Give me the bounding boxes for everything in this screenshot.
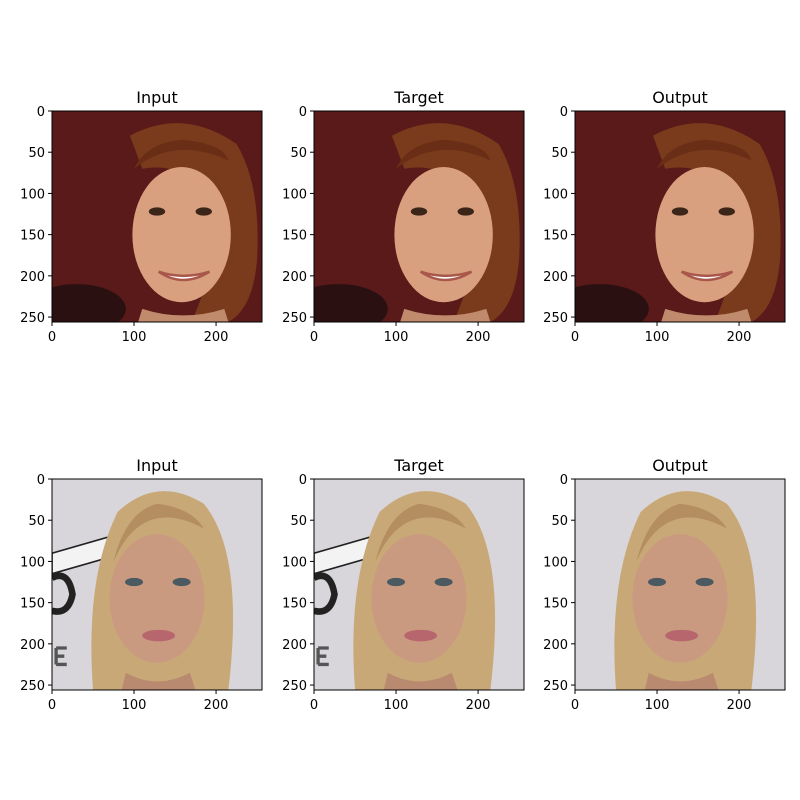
left-eye: [411, 207, 427, 215]
y-tick-label: 250: [543, 679, 568, 694]
x-tick-label: 0: [48, 330, 56, 345]
x-tick-label: 100: [384, 330, 409, 345]
y-tick-label: 200: [20, 270, 45, 285]
y-tick-label: 50: [28, 514, 45, 529]
x-tick-label: 200: [204, 698, 229, 713]
panel-1-1: Input 0 100 200 0 50 100 150 200 250: [20, 88, 262, 345]
y-tick-label: 50: [290, 146, 307, 161]
x-tick-label: 200: [466, 330, 491, 345]
y-tick-label: 50: [28, 146, 45, 161]
lips: [665, 630, 698, 642]
panel-title: Output: [652, 88, 708, 107]
y-tick-label: 250: [282, 679, 307, 694]
panel-2-2: Target 0 100 200 0 50 100 150 200 250: [282, 456, 524, 713]
y-tick-label: 0: [299, 105, 307, 120]
y-tick-label: 100: [543, 187, 568, 202]
y-tick-label: 100: [282, 555, 307, 570]
right-eye: [173, 578, 191, 586]
right-eye: [196, 207, 212, 215]
y-tick-label: 150: [20, 229, 45, 244]
left-eye: [648, 578, 666, 586]
y-tick-label: 0: [560, 105, 568, 120]
panel-title: Output: [652, 456, 708, 475]
y-tick-label: 50: [290, 514, 307, 529]
x-tick-label: 0: [310, 698, 318, 713]
lips: [404, 630, 437, 642]
face: [632, 534, 727, 663]
y-tick-label: 100: [20, 187, 45, 202]
right-eye: [458, 207, 474, 215]
panel-image: [575, 479, 785, 690]
x-tick-label: 200: [204, 330, 229, 345]
panel-2-3: Output 0 100 200 0 50 100 150 200 250: [543, 456, 785, 713]
face: [132, 167, 230, 302]
x-tick-label: 100: [122, 330, 147, 345]
y-tick-label: 100: [543, 555, 568, 570]
face: [655, 167, 753, 302]
y-tick-label: 250: [543, 311, 568, 326]
lips: [142, 630, 175, 642]
y-tick-label: 250: [20, 311, 45, 326]
panel-title: Input: [136, 88, 177, 107]
face: [394, 167, 492, 302]
y-tick-label: 150: [20, 597, 45, 612]
x-tick-label: 0: [571, 698, 579, 713]
panel-image: [52, 479, 262, 690]
y-tick-label: 200: [282, 638, 307, 653]
panel-image: [27, 111, 262, 334]
y-tick-label: 250: [20, 679, 45, 694]
y-tick-label: 150: [543, 229, 568, 244]
x-tick-label: 0: [48, 698, 56, 713]
face: [109, 534, 204, 663]
y-tick-label: 200: [282, 270, 307, 285]
x-tick-label: 100: [122, 698, 147, 713]
y-tick-label: 50: [551, 514, 568, 529]
left-eye: [125, 578, 143, 586]
y-tick-label: 50: [551, 146, 568, 161]
panel-title: Target: [393, 456, 444, 475]
panel-image: [289, 111, 524, 334]
y-tick-label: 100: [20, 555, 45, 570]
x-tick-label: 200: [466, 698, 491, 713]
image-dark-corner: [27, 284, 125, 333]
left-eye: [387, 578, 405, 586]
y-tick-label: 250: [282, 311, 307, 326]
x-tick-label: 100: [645, 698, 670, 713]
x-tick-label: 0: [571, 330, 579, 345]
y-tick-label: 150: [543, 597, 568, 612]
right-eye: [696, 578, 714, 586]
y-tick-label: 0: [299, 473, 307, 488]
y-tick-label: 100: [282, 187, 307, 202]
panel-image: [550, 111, 785, 334]
image-dark-corner: [550, 284, 648, 333]
y-tick-label: 150: [282, 229, 307, 244]
left-eye: [149, 207, 165, 215]
x-tick-label: 0: [310, 330, 318, 345]
y-tick-label: 0: [560, 473, 568, 488]
left-eye: [672, 207, 688, 215]
x-tick-label: 200: [727, 698, 752, 713]
panel-1-2: Target 0 100 200 0 50 100 150 200 250: [282, 88, 524, 345]
panel-title: Target: [393, 88, 444, 107]
y-tick-label: 150: [282, 597, 307, 612]
panel-2-1: Input 0 100 200 0 50 100 150 200 250: [20, 456, 262, 713]
right-eye: [435, 578, 453, 586]
y-tick-label: 200: [20, 638, 45, 653]
y-tick-label: 200: [543, 270, 568, 285]
y-tick-label: 200: [543, 638, 568, 653]
panel-title: Input: [136, 456, 177, 475]
y-tick-label: 0: [37, 105, 45, 120]
x-tick-label: 100: [384, 698, 409, 713]
panel-1-3: Output 0 100 200 0 50 100 150 200 250: [543, 88, 785, 345]
panel-image: [314, 479, 524, 690]
face: [371, 534, 466, 663]
image-dark-corner: [289, 284, 387, 333]
y-tick-label: 0: [37, 473, 45, 488]
right-eye: [719, 207, 735, 215]
x-tick-label: 100: [645, 330, 670, 345]
x-tick-label: 200: [727, 330, 752, 345]
